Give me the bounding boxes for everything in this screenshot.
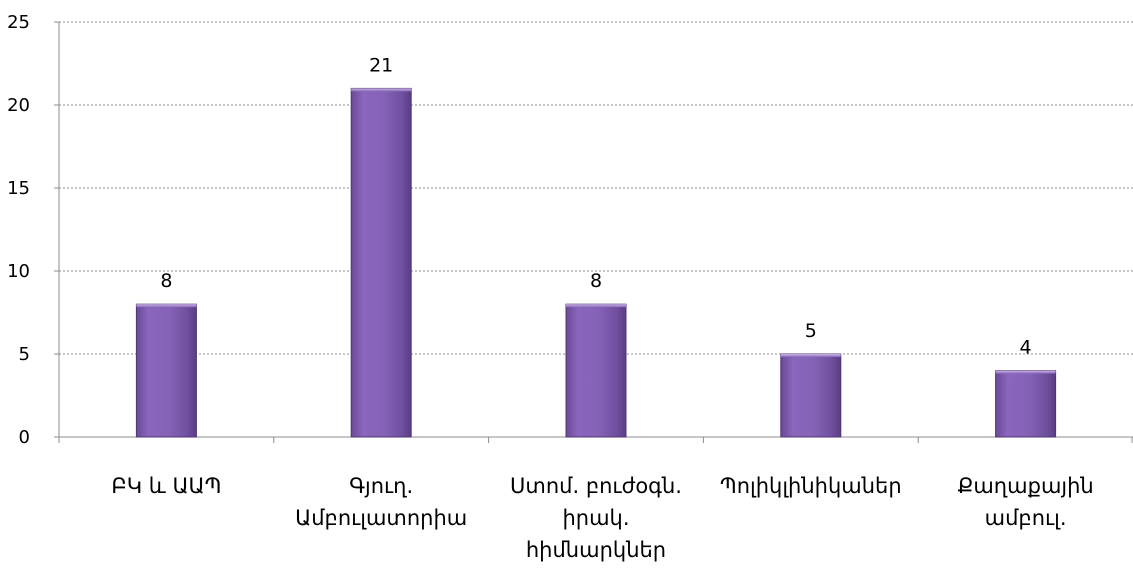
data-label: 8 — [590, 270, 602, 292]
y-tick-label: 5 — [19, 344, 30, 365]
data-label: 8 — [160, 270, 172, 292]
y-tick-label: 0 — [19, 427, 30, 448]
bar-highlight — [566, 304, 626, 308]
labels: 0 5 10 15 20 25 8 ԲԿ և ԱԱՊ 21 Գյուղ. Ամբուլատորիա 8… — [7, 12, 1094, 562]
bar-group — [780, 353, 842, 438]
bar-highlight — [351, 88, 412, 92]
category-label: Պոլիկլինիկաներ — [720, 474, 902, 498]
bar-highlight — [136, 304, 197, 308]
data-label: 5 — [805, 320, 817, 342]
bar — [350, 87, 412, 438]
category-label: Քաղաքային ամբուլ. — [957, 474, 1093, 530]
category-label: Գյուղ. Ամբուլատորիա — [295, 474, 467, 530]
bar — [565, 303, 627, 438]
bar-group — [135, 303, 197, 438]
y-tick-label: 10 — [7, 261, 30, 282]
bar-highlight — [780, 354, 841, 357]
bar — [780, 353, 842, 438]
bars — [135, 87, 1057, 438]
data-label: 21 — [369, 54, 393, 76]
category-label: Ստոմ. բուժօգն. իրակ. հիմնարկներ — [510, 474, 682, 562]
y-tick-label: 20 — [7, 95, 30, 116]
bar — [135, 303, 197, 438]
bar — [995, 370, 1057, 438]
bar-group — [350, 87, 412, 438]
bar-highlight — [995, 370, 1056, 374]
data-label: 4 — [1020, 337, 1032, 359]
y-tick-label: 25 — [7, 12, 30, 33]
category-label: ԲԿ և ԱԱՊ — [111, 474, 221, 498]
bar-group — [995, 370, 1057, 438]
y-tick-label: 15 — [7, 178, 30, 199]
bar-group — [565, 303, 627, 438]
